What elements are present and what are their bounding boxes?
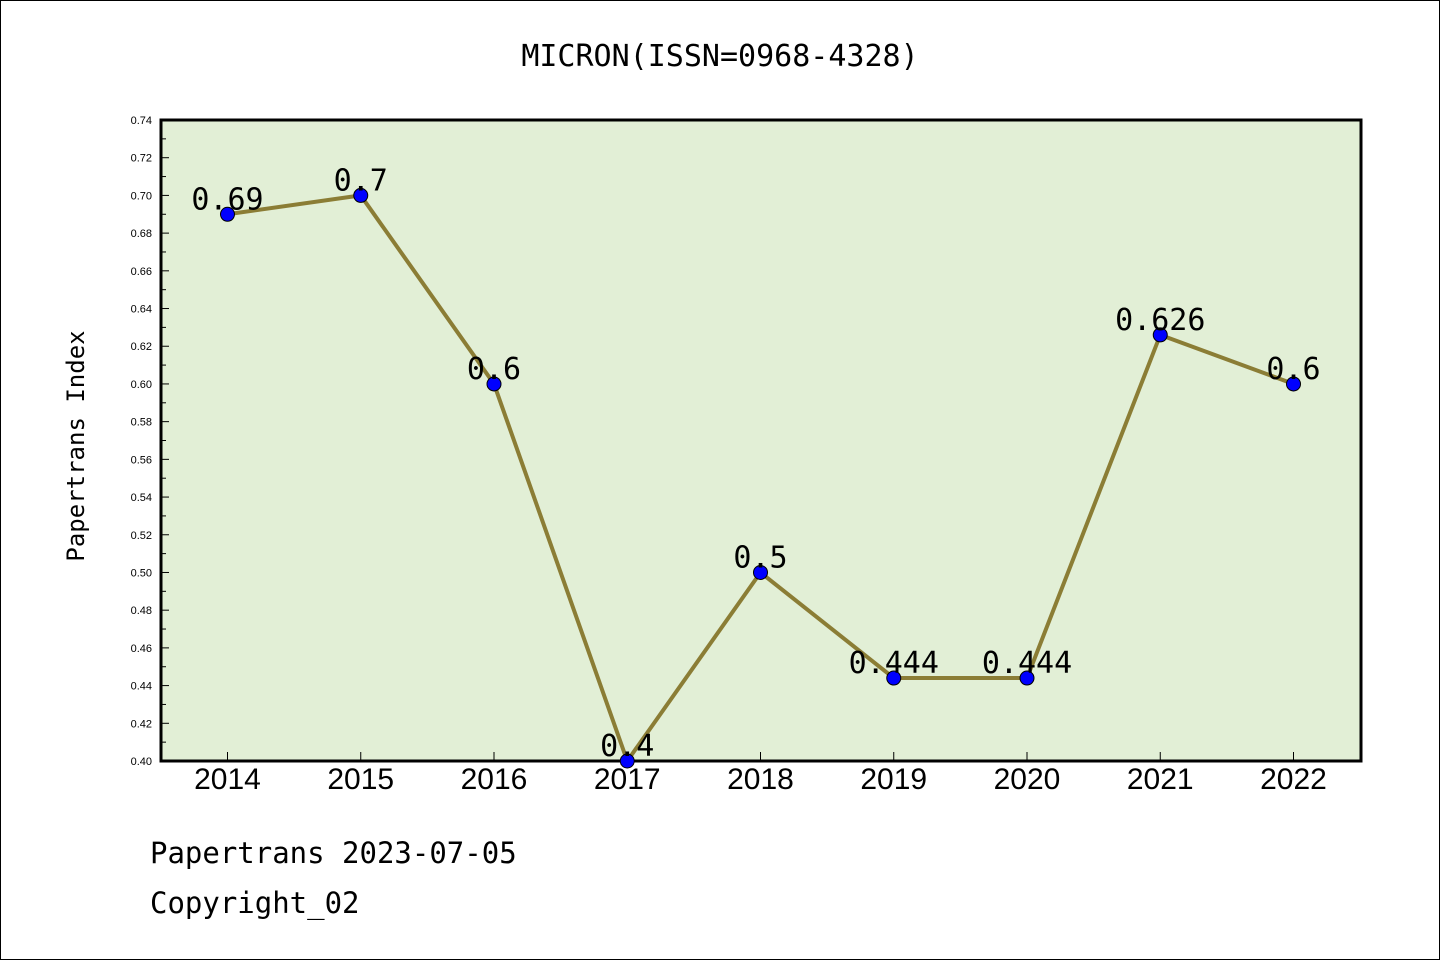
y-tick-label: 0.46 [131, 643, 152, 655]
data-label: 0.626 [1115, 303, 1205, 338]
y-axis-label: Papertrans Index [62, 330, 90, 561]
x-tick-label: 2021 [1127, 763, 1194, 796]
data-point [886, 670, 902, 686]
data-point [486, 376, 502, 392]
y-axis-ticks: 0.40 0.42 0.44 0.46 0.48 0.50 0.52 0.54 0.56 0.58… [131, 115, 169, 768]
data-point [353, 187, 369, 203]
y-tick-label: 0.42 [131, 718, 152, 730]
data-label: 0.444 [982, 646, 1072, 681]
x-tick-label: 2015 [327, 763, 394, 796]
data-label: 0.6 [467, 352, 521, 387]
y-tick-label: 0.72 [131, 153, 152, 165]
footer-copyright: Copyright_02 [150, 886, 360, 920]
y-tick-label: 0.70 [131, 190, 152, 202]
y-tick-label: 0.54 [131, 492, 152, 504]
y-tick-label: 0.48 [131, 605, 152, 617]
y-tick-label: 0.40 [131, 756, 152, 768]
data-label: 0.444 [849, 646, 939, 681]
x-tick-label: 2018 [727, 763, 794, 796]
y-tick-label: 0.66 [131, 266, 152, 278]
data-point [1152, 327, 1168, 343]
series-layer [220, 187, 1301, 769]
data-point [619, 753, 635, 769]
y-tick-label: 0.60 [131, 379, 152, 391]
y-tick-label: 0.50 [131, 567, 152, 579]
chart-title: MICRON(ISSN=0968-4328) [521, 39, 918, 74]
x-tick-label: 2020 [994, 763, 1061, 796]
y-tick-label: 0.56 [131, 454, 152, 466]
y-tick-label: 0.74 [131, 115, 152, 127]
footer-date: Papertrans 2023-07-05 [150, 836, 517, 870]
y-tick-label: 0.52 [131, 530, 152, 542]
data-labels: 0.69 0.7 0.6 0.4 0.5 0.444 0.444 0.626 0.6 [191, 163, 1320, 764]
x-tick-label: 2019 [860, 763, 927, 796]
y-tick-label: 0.58 [131, 417, 152, 429]
data-label: 0.4 [600, 729, 654, 764]
data-point [220, 206, 235, 222]
data-point [753, 564, 768, 580]
x-tick-label: 2014 [194, 763, 261, 796]
y-tick-label: 0.64 [131, 304, 152, 316]
y-tick-label: 0.44 [131, 681, 152, 693]
data-label: 0.69 [191, 182, 263, 217]
x-tick-label: 2022 [1260, 763, 1327, 796]
y-tick-label: 0.62 [131, 341, 152, 353]
y-tick-label: 0.68 [131, 228, 152, 240]
plot-area [159, 118, 1363, 763]
data-label: 0.5 [733, 540, 787, 575]
data-label: 0.7 [334, 163, 388, 198]
data-label: 0.6 [1266, 352, 1320, 387]
data-point [1286, 376, 1301, 392]
x-tick-label: 2016 [461, 763, 528, 796]
data-point [1019, 670, 1035, 686]
